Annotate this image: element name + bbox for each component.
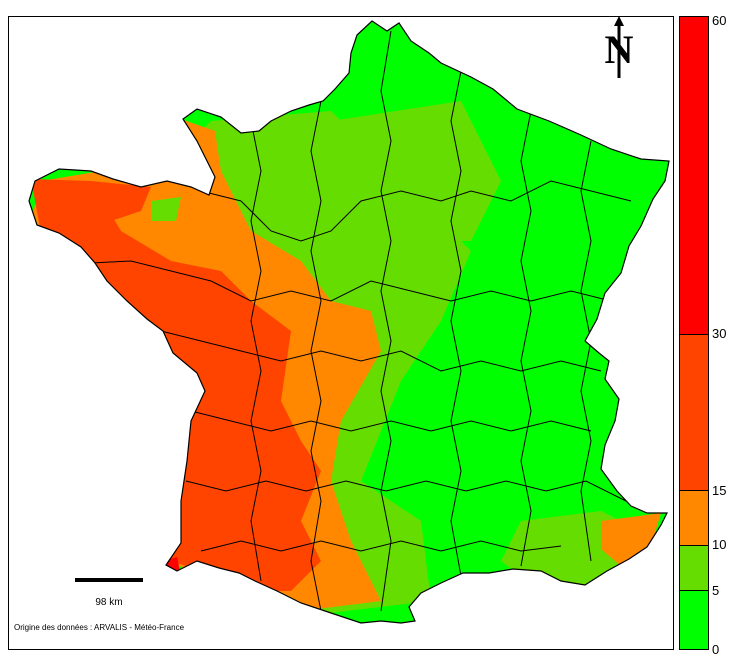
- legend-tick-30: 30: [712, 326, 727, 342]
- france-map: [28, 20, 670, 624]
- north-arrow-glyph-icon: [614, 16, 624, 78]
- legend-tick-5: 5: [712, 583, 720, 599]
- legend-class-15-30: [680, 334, 708, 491]
- legend-tick-15: 15: [712, 482, 727, 498]
- legend-tick-10: 10: [712, 537, 727, 553]
- north-label: N: [604, 27, 634, 72]
- legend-class-0-5: [680, 590, 708, 649]
- scale-bar: [75, 578, 143, 582]
- scale-label: 98 km: [95, 597, 123, 608]
- legend-class-30-60: [680, 17, 708, 335]
- legend-class-10-15: [680, 490, 708, 545]
- legend-class-5-10: [680, 544, 708, 591]
- map-frame: [8, 16, 674, 650]
- north-arrow-icon: N: [604, 16, 634, 82]
- legend-color-bar: [679, 16, 709, 650]
- source-note: Origine des données : ARVALIS - Météo-Fr…: [14, 623, 185, 632]
- legend-tick-0: 0: [712, 642, 720, 657]
- legend-tick-60: 60: [712, 13, 727, 28]
